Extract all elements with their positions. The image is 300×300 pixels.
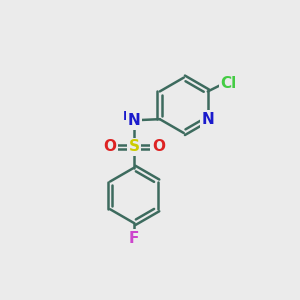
Text: Cl: Cl <box>220 76 237 91</box>
Text: O: O <box>152 140 165 154</box>
Text: N: N <box>201 112 214 127</box>
Text: F: F <box>129 231 139 246</box>
Text: H: H <box>123 110 134 123</box>
Text: O: O <box>103 140 116 154</box>
Text: S: S <box>129 140 140 154</box>
Text: N: N <box>128 113 140 128</box>
